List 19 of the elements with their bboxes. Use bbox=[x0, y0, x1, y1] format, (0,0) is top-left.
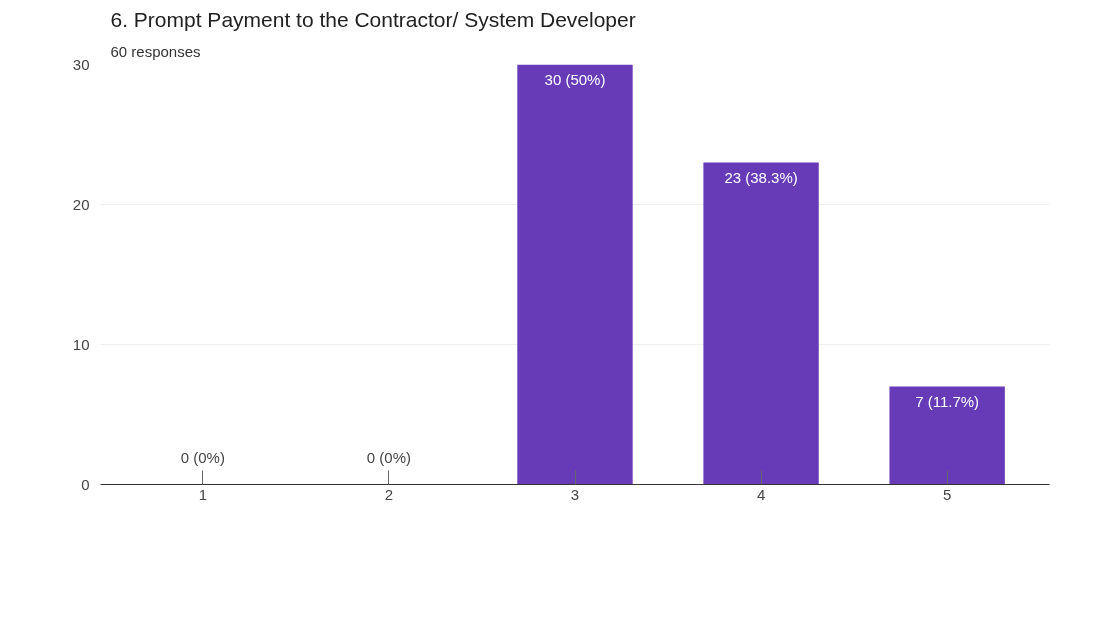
x-tick-label: 1 bbox=[198, 485, 208, 503]
data-label: 7 (11.7%) bbox=[915, 392, 980, 410]
bar bbox=[889, 386, 1005, 485]
chart-title: 6. Prompt Payment to the Contractor/ System Developer bbox=[110, 7, 636, 31]
y-tick-label: 0 bbox=[81, 475, 90, 493]
y-tick-label: 20 bbox=[72, 195, 90, 213]
data-label: 30 (50%) bbox=[544, 70, 606, 88]
data-label: 0 (0%) bbox=[366, 448, 412, 466]
y-tick-label: 10 bbox=[72, 335, 90, 353]
x-tick-label: 3 bbox=[570, 485, 580, 503]
bar bbox=[703, 162, 819, 485]
bar bbox=[517, 64, 633, 485]
x-tick-label: 4 bbox=[756, 485, 766, 503]
chart-subtitle: 60 responses bbox=[110, 42, 201, 60]
data-label: 0 (0%) bbox=[180, 448, 225, 466]
data-label: 23 (38.3%) bbox=[724, 168, 798, 186]
y-tick-label: 30 bbox=[72, 55, 90, 73]
x-tick-label: 2 bbox=[384, 485, 394, 503]
x-tick-label: 5 bbox=[942, 485, 952, 503]
